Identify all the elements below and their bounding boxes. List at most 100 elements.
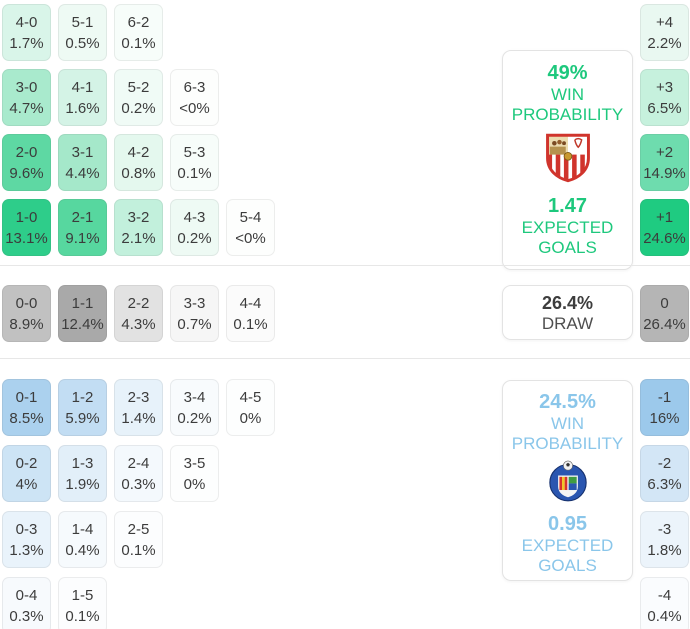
getafe-crest-icon [546,459,590,508]
score-label: 0-0 [15,294,38,312]
away-score-row: 0-3 1.3% 1-4 0.4% 2-5 0.1% [2,511,275,568]
score-cell: 2-3 1.4% [114,379,163,436]
probability-label: 9.6% [9,164,44,182]
score-label: 3-1 [71,143,94,161]
score-label: -3 [657,520,672,538]
score-cell: 5-1 0.5% [58,4,107,61]
score-label: -1 [657,388,672,406]
probability-label: 0.1% [177,164,212,182]
score-label: 5-4 [239,208,262,226]
score-label: 4-0 [15,13,38,31]
probability-label: 9.1% [65,229,100,247]
home-win-probability-label: WIN PROBABILITY [511,85,624,124]
score-label: 0-1 [15,388,38,406]
away-goal-margin-column: -1 16% -2 6.3% -3 1.8% -4 0.4% [640,379,689,629]
probability-label: 0.1% [121,34,156,52]
score-label: 2-5 [127,520,150,538]
probability-label: 8.9% [9,315,44,333]
score-cell: 4-4 0.1% [226,285,275,342]
score-cell: 2-1 9.1% [58,199,107,256]
score-cell: 5-3 0.1% [170,134,219,191]
draw-panel: 26.4% DRAW [502,285,633,340]
probability-label: 1.7% [9,34,44,52]
score-label: 2-1 [71,208,94,226]
probability-label: 0.2% [121,99,156,117]
probability-label: 4% [15,475,38,493]
score-label: 1-0 [15,208,38,226]
goal-margin-cell: -2 6.3% [640,445,689,502]
score-label: 4-3 [183,208,206,226]
score-label: 2-2 [127,294,150,312]
score-label: 2-3 [127,388,150,406]
score-label: +4 [655,13,674,31]
score-cell: 1-3 1.9% [58,445,107,502]
score-cell: 3-4 0.2% [170,379,219,436]
score-label: 0-3 [15,520,38,538]
score-label: 4-5 [239,388,262,406]
score-label: +2 [655,143,674,161]
probability-label: 4.7% [9,99,44,117]
score-cell: 1-1 12.4% [58,285,107,342]
home-score-row: 1-0 13.1% 2-1 9.1% 3-2 2.1% 4-3 0.2% 5-4 <0% [2,199,275,256]
score-cell: 3-2 2.1% [114,199,163,256]
probability-label: 0.4% [65,541,100,559]
goal-margin-cell: +4 2.2% [640,4,689,61]
score-cell: 5-4 <0% [226,199,275,256]
section-divider [0,265,690,266]
goal-margin-cell: -1 16% [640,379,689,436]
probability-label: 1.6% [65,99,100,117]
score-cell: 1-2 5.9% [58,379,107,436]
probability-label: 4.4% [65,164,100,182]
draw-goal-margin-column: 0 26.4% [640,285,689,342]
probability-label: 1.3% [9,541,44,559]
probability-label: 0.1% [233,315,268,333]
goal-margin-cell: +2 14.9% [640,134,689,191]
score-label: 4-4 [239,294,262,312]
probability-label: 13.1% [5,229,48,247]
probability-label: 0.1% [65,607,100,625]
away-score-row: 0-1 8.5% 1-2 5.9% 2-3 1.4% 3-4 0.2% 4-5 0% [2,379,275,436]
probability-label: 8.5% [9,409,44,427]
probability-label: 16% [649,409,680,427]
score-cell: 0-4 0.3% [2,577,51,629]
score-cell: 4-5 0% [226,379,275,436]
probability-label: 2.1% [121,229,156,247]
score-label: 1-4 [71,520,94,538]
probability-label: 1.8% [647,541,682,559]
home-score-row: 4-0 1.7% 5-1 0.5% 6-2 0.1% [2,4,275,61]
score-cell: 6-3 <0% [170,69,219,126]
goal-margin-cell: +1 24.6% [640,199,689,256]
score-cell: 0-1 8.5% [2,379,51,436]
goal-margin-cell: -4 0.4% [640,577,689,629]
probability-label: 2.2% [647,34,682,52]
probability-label: 0.4% [647,607,682,625]
score-cell: 4-0 1.7% [2,4,51,61]
probability-label: 14.9% [643,164,686,182]
away-expected-goals-value: 0.95 [548,513,587,535]
score-label: 2-0 [15,143,38,161]
home-win-panel: 49% WIN PROBABILITY [502,50,633,270]
score-cell: 3-5 0% [170,445,219,502]
away-win-probability-value: 24.5% [539,391,596,413]
home-expected-goals-label: EXPECTED GOALS [521,218,614,257]
probability-label: 0.7% [177,315,212,333]
score-label: +1 [655,208,674,226]
probability-label: 0.3% [121,475,156,493]
score-label: 6-2 [127,13,150,31]
probability-label: 1.4% [121,409,156,427]
probability-label: 12.4% [61,315,104,333]
score-cell: 1-5 0.1% [58,577,107,629]
score-label: 4-2 [127,143,150,161]
score-cell: 2-4 0.3% [114,445,163,502]
score-label: 3-0 [15,78,38,96]
away-expected-goals-label: EXPECTED GOALS [521,536,614,575]
score-label: -2 [657,454,672,472]
away-win-probability-label: WIN PROBABILITY [511,414,624,453]
probability-label: 0.1% [121,541,156,559]
probability-label: 0.3% [9,607,44,625]
probability-label: 4.3% [121,315,156,333]
home-score-row: 2-0 9.6% 3-1 4.4% 4-2 0.8% 5-3 0.1% [2,134,275,191]
probability-label: 5.9% [65,409,100,427]
score-cell: 2-0 9.6% [2,134,51,191]
